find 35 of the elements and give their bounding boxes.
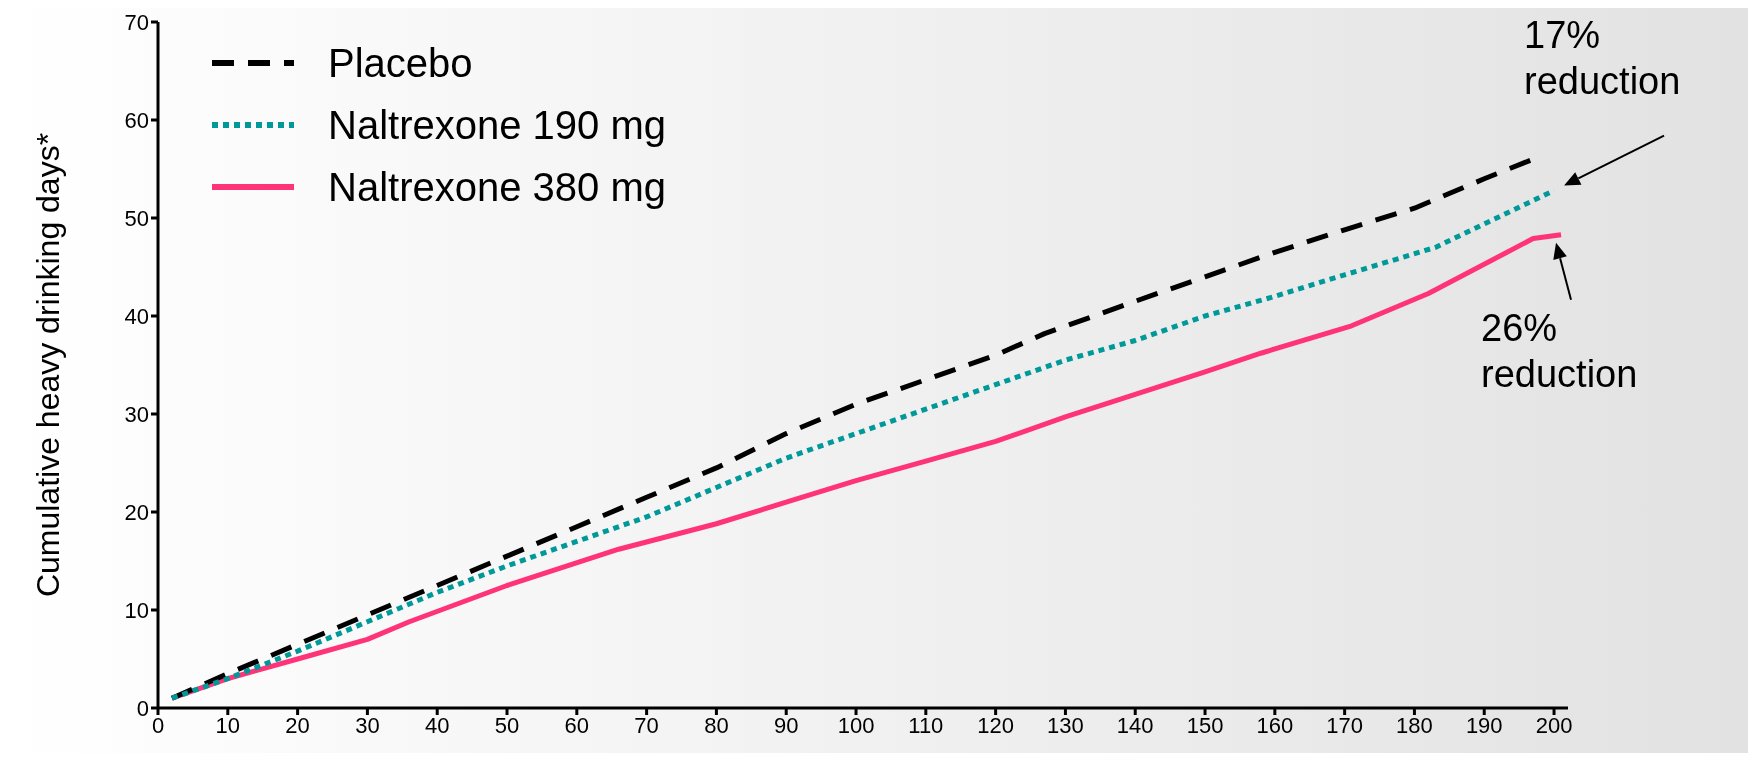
x-tick-label: 110: [908, 712, 944, 738]
x-tick-label: 0: [151, 712, 165, 738]
x-tick-label: 70: [634, 712, 659, 738]
x-tick-label: 170: [1326, 712, 1363, 738]
x-tick-label: 140: [1116, 712, 1154, 738]
x-tick-label: 20: [285, 712, 310, 738]
x-tick-label: 40: [424, 712, 450, 738]
y-tick-label: 30: [124, 401, 149, 427]
y-tick-label: 70: [124, 9, 149, 35]
x-tick-label: 50: [494, 712, 520, 738]
x-tick-label: 180: [1396, 712, 1433, 738]
x-tick-label: 130: [1047, 712, 1084, 738]
y-tick-label: 0: [136, 695, 149, 721]
annotation: 26% reduction: [1481, 305, 1638, 397]
x-tick-label: 160: [1256, 712, 1294, 738]
x-tick-label: 200: [1535, 712, 1573, 738]
y-axis-title: Cumulative heavy drinking days*: [29, 132, 67, 598]
x-tick-label: 10: [215, 712, 241, 738]
y-tick-label: 10: [124, 597, 149, 623]
x-tick-label: 30: [355, 712, 380, 738]
legend-label: Naltrexone 380 mg: [328, 164, 666, 210]
x-tick-label: 150: [1186, 712, 1224, 738]
y-tick-label: 40: [124, 303, 149, 329]
x-tick-label: 90: [773, 712, 799, 738]
x-tick-label: 190: [1465, 712, 1503, 738]
y-tick-label: 50: [124, 205, 149, 231]
x-tick-label: 120: [977, 712, 1014, 738]
legend-label: Naltrexone 190 mg: [328, 102, 666, 148]
x-tick-label: 60: [564, 712, 590, 738]
x-tick-label: 100: [837, 712, 875, 738]
annotation: 17% reduction: [1524, 13, 1681, 104]
legend-label: Placebo: [328, 40, 473, 86]
x-tick-label: 80: [704, 712, 729, 738]
y-tick-label: 60: [124, 107, 149, 133]
y-tick-label: 20: [124, 499, 149, 525]
